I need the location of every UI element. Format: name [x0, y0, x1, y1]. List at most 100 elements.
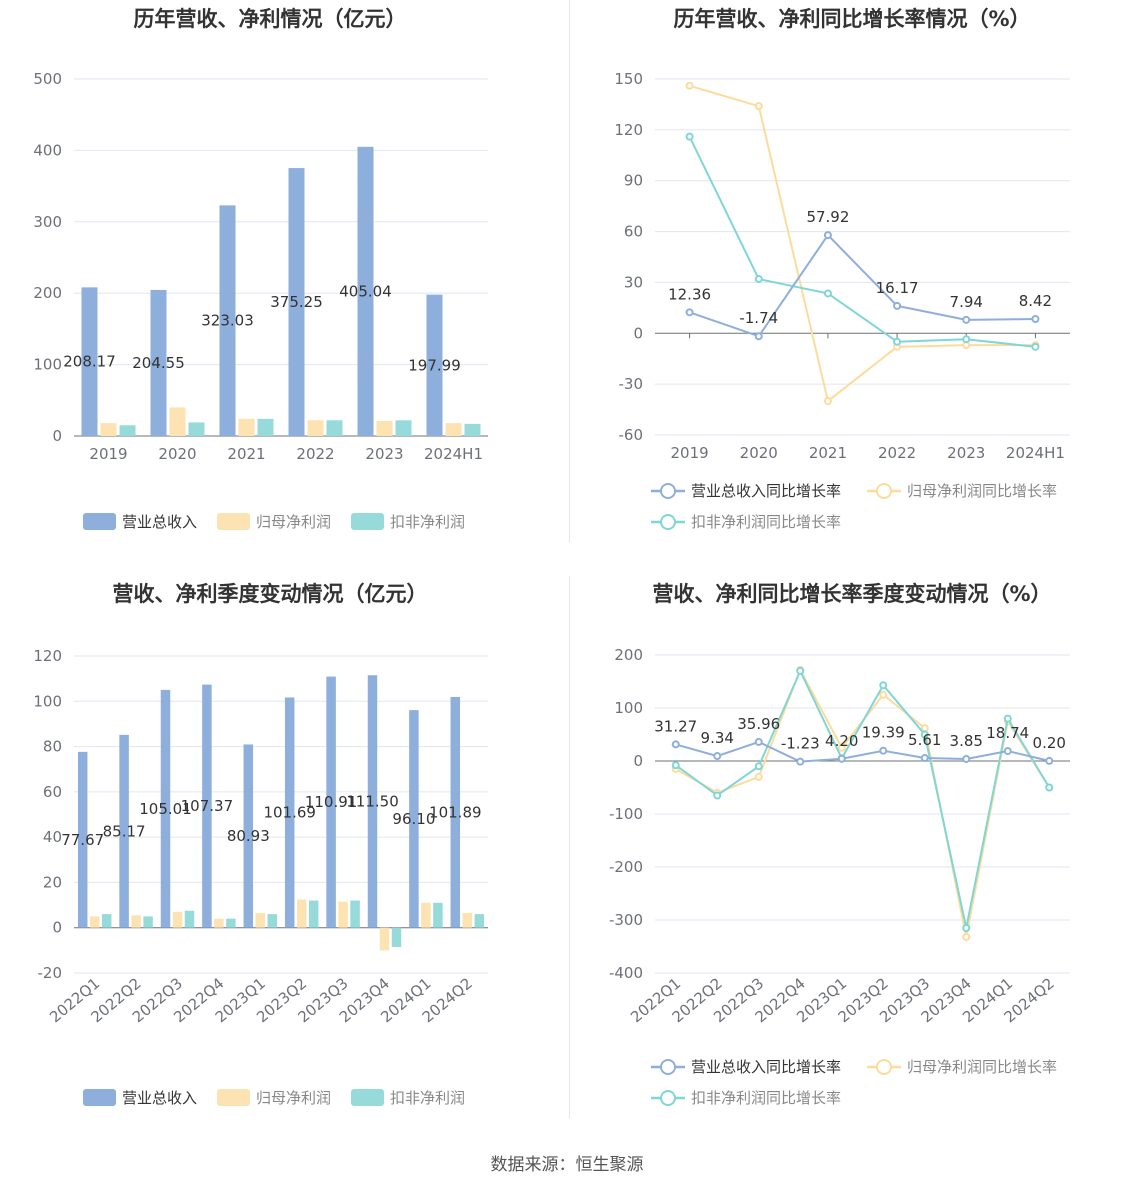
- legend-item: 归母净利润同比增长率: [867, 1058, 1057, 1076]
- bar-net-profit: [445, 423, 462, 436]
- x-tick-label: 2021: [809, 444, 847, 462]
- annual-bar-panel: 历年营收、净利情况（亿元） 0 100 200 300 400 500 2019 2020 202…: [0, 0, 567, 576]
- bar-revenue: [81, 287, 98, 436]
- y-tick-label: 0: [52, 427, 62, 445]
- legend-label: 扣非净利润同比增长率: [691, 1089, 841, 1107]
- data-point: [754, 102, 763, 111]
- y-tick-label: -300: [609, 911, 643, 929]
- growth-data-label: 18.74: [986, 724, 1029, 742]
- legend-marker: [660, 514, 676, 530]
- bar-deducted-profit: [188, 422, 205, 436]
- data-point: [823, 397, 832, 406]
- bar-deducted-profit: [226, 918, 236, 928]
- revenue-data-label: 107.37: [181, 797, 234, 815]
- revenue-data-label: 101.69: [263, 804, 316, 822]
- chart-title: 历年营收、净利情况（亿元）: [134, 7, 407, 31]
- data-point: [713, 752, 722, 761]
- bar-revenue: [150, 289, 167, 436]
- quarter-line-panel: 营收、净利同比增长率季度变动情况（%） -400 -300 -200 -100 0 100 2…: [567, 576, 1134, 1152]
- data-point: [685, 132, 694, 141]
- bar-net-profit: [100, 423, 117, 436]
- data-source: 数据来源：恒生聚源: [490, 1155, 644, 1175]
- legend-label: 扣非净利润: [390, 513, 465, 531]
- growth-data-label: 3.85: [950, 732, 983, 750]
- growth-data-label: 19.39: [862, 724, 905, 742]
- x-tick-label: 2020: [158, 445, 196, 463]
- data-point: [685, 308, 694, 317]
- x-tick-label: 2022: [878, 444, 916, 462]
- data-point: [1031, 315, 1040, 324]
- y-tick-label: 80: [43, 738, 62, 756]
- legend-marker: [660, 483, 676, 499]
- legend-marker: [660, 1090, 676, 1106]
- y-tick-label: 200: [614, 646, 643, 664]
- legend-swatch: [351, 513, 384, 530]
- growth-data-label: 12.36: [668, 285, 711, 303]
- bar-revenue: [202, 684, 212, 928]
- data-point: [893, 301, 902, 310]
- bar-revenue: [288, 168, 305, 436]
- x-tick-label: 2023: [365, 445, 403, 463]
- y-tick-label: -20: [38, 964, 63, 982]
- legend-swatch: [83, 1089, 116, 1106]
- annual-line-chart: 历年营收、净利同比增长率情况（%） -60 -30 0 30 60 90 120 150 2019…: [614, 7, 1070, 531]
- data-point: [1045, 783, 1054, 792]
- y-tick-label: 0: [633, 752, 643, 770]
- y-tick-label: 0: [52, 919, 62, 937]
- data-point: [713, 791, 722, 800]
- bar-deducted-profit: [101, 914, 112, 928]
- bar-revenue: [357, 146, 374, 436]
- legend-swatch: [83, 513, 116, 530]
- y-tick-label: 30: [624, 273, 643, 291]
- legend-swatch: [351, 1089, 384, 1106]
- bar-net-profit: [238, 418, 255, 436]
- legend-swatch: [217, 513, 250, 530]
- data-point: [962, 923, 971, 932]
- data-point: [796, 757, 805, 766]
- bar-revenue: [284, 697, 295, 928]
- data-point: [962, 754, 971, 763]
- data-point: [1045, 756, 1054, 765]
- bar-net-profit: [338, 901, 348, 928]
- y-tick-label: 300: [33, 213, 62, 231]
- bar-revenue: [160, 689, 171, 928]
- y-tick-label: 60: [43, 783, 62, 801]
- y-tick-label: 60: [624, 223, 643, 241]
- data-point: [962, 335, 971, 344]
- y-tick-label: 500: [33, 70, 62, 88]
- legend-item: 营业总收入同比增长率: [651, 482, 841, 500]
- y-tick-label: 200: [33, 284, 62, 302]
- bar-revenue: [326, 676, 336, 928]
- revenue-data-label: 204.55: [132, 354, 185, 372]
- bar-deducted-profit: [267, 914, 278, 928]
- bar-revenue: [219, 205, 236, 436]
- data-point: [823, 231, 832, 240]
- series-line-revenue: [689, 233, 1036, 338]
- divider-top: [569, 0, 570, 542]
- data-point: [879, 690, 888, 699]
- revenue-data-label: 105.01: [139, 800, 192, 818]
- x-tick-label: 2024H1: [1006, 444, 1065, 462]
- y-tick-label: 100: [614, 699, 643, 717]
- x-tick-label: 2024H1: [424, 445, 483, 463]
- legend-item: 归母净利润: [217, 1089, 331, 1107]
- bar-net-profit: [307, 420, 324, 436]
- legend-item: 扣非净利润同比增长率: [651, 1089, 841, 1107]
- revenue-data-label: 101.89: [429, 803, 482, 821]
- bar-net-profit: [172, 911, 183, 928]
- x-tick-label: 2022: [296, 445, 334, 463]
- series-line-net-profit: [689, 84, 1036, 403]
- growth-data-label: 8.42: [1019, 292, 1052, 310]
- x-tick-label: 2023: [947, 444, 985, 462]
- data-point: [754, 762, 763, 771]
- data-point: [1003, 714, 1012, 723]
- legend-label: 归母净利润同比增长率: [907, 482, 1057, 500]
- growth-data-label: -1.74: [739, 309, 778, 327]
- data-point: [754, 275, 763, 284]
- y-tick-label: 90: [624, 172, 643, 190]
- legend-item: 归母净利润: [217, 513, 331, 531]
- y-tick-label: 20: [43, 873, 62, 891]
- data-point: [754, 332, 763, 341]
- growth-data-label: -1.23: [781, 735, 820, 753]
- data-point: [685, 81, 694, 90]
